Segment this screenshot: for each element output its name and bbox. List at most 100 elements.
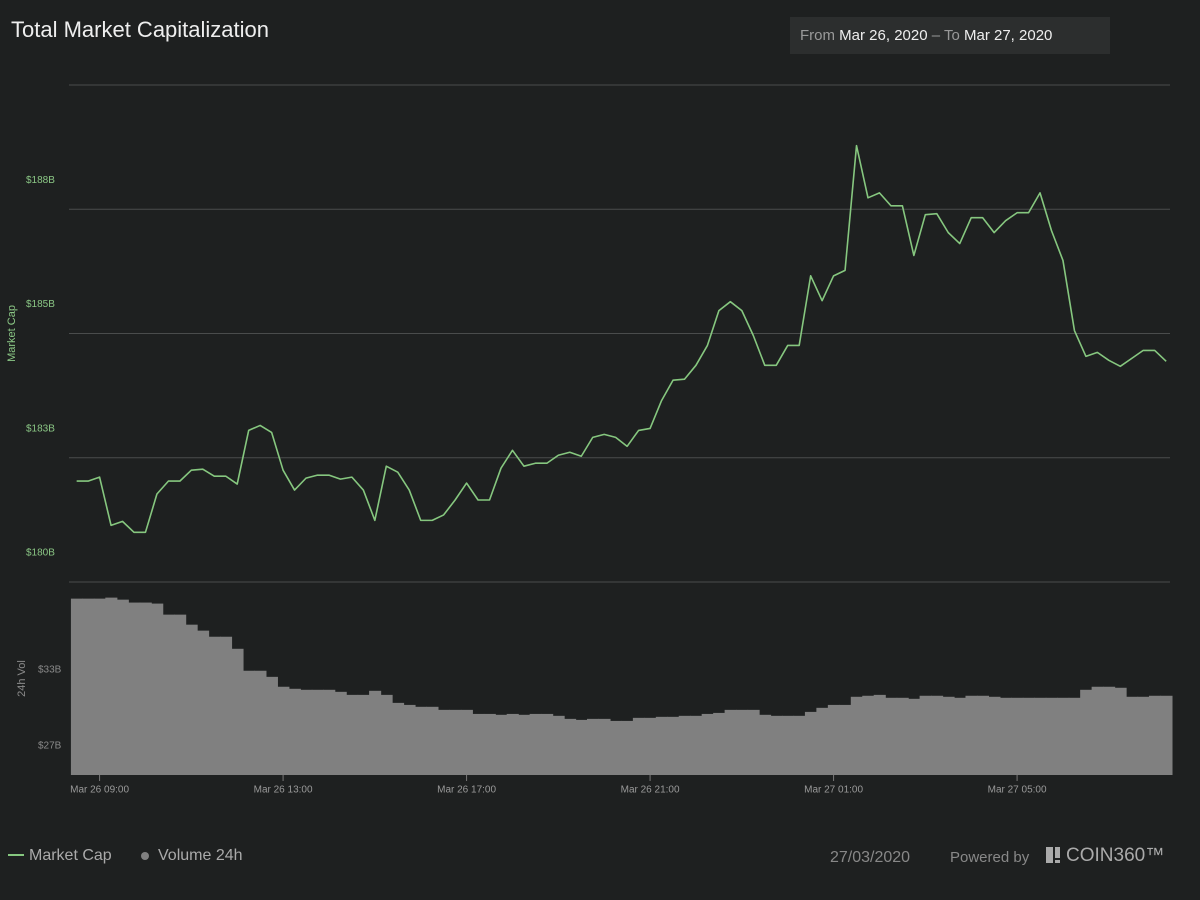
volume-bar	[621, 720, 634, 775]
volume-bar	[747, 709, 760, 775]
brand: COIN360™	[1066, 845, 1164, 866]
volume-bar	[472, 713, 485, 775]
volume-bar	[151, 603, 164, 775]
volume-bar	[460, 709, 473, 775]
volume-bar	[701, 713, 714, 775]
volume-bar	[437, 709, 450, 775]
volume-bar	[174, 614, 187, 775]
volume-bar	[999, 697, 1012, 775]
volume-bar	[736, 709, 749, 775]
volume-bar	[518, 714, 531, 775]
volume-bar	[323, 689, 336, 775]
volume-bar	[770, 715, 783, 775]
y-axis-title: 24h Vol	[16, 660, 28, 697]
from-label: From	[800, 27, 835, 44]
legend-dot-icon	[141, 852, 149, 860]
volume-bar	[632, 717, 645, 775]
volume-bar	[804, 711, 817, 775]
volume-bar	[816, 707, 829, 775]
volume-bar	[908, 698, 921, 775]
volume-bar	[690, 715, 703, 775]
volume-bar	[931, 695, 944, 775]
volume-bar	[885, 697, 898, 775]
volume-bar	[713, 712, 726, 775]
volume-bar	[495, 714, 508, 775]
volume-bar	[965, 695, 978, 775]
volume-bar	[334, 691, 347, 775]
legend-label[interactable]: Volume 24h	[158, 847, 243, 864]
volume-bar	[1068, 697, 1081, 775]
volume-bar	[1091, 686, 1104, 775]
volume-bar	[942, 696, 955, 775]
legend-label[interactable]: Market Cap	[29, 847, 112, 864]
date-range: From Mar 26, 2020 – To Mar 27, 2020	[800, 27, 1052, 44]
volume-bar	[896, 697, 909, 775]
volume-bar	[128, 602, 141, 775]
volume-bar	[850, 696, 863, 775]
volume-bar	[827, 704, 840, 775]
y-axis-title: Market Cap	[6, 305, 18, 362]
volume-bar	[976, 695, 990, 775]
volume-bar	[414, 706, 428, 775]
volume-bar	[667, 716, 680, 775]
volume-bar	[506, 713, 519, 775]
market-cap-line	[76, 144, 1167, 534]
volume-bar	[185, 624, 198, 775]
volume-bar	[369, 690, 382, 775]
volume-bar	[392, 702, 405, 775]
volume-bar	[70, 598, 83, 775]
volume-bar	[288, 688, 301, 775]
volume-bar	[265, 676, 278, 775]
from-date: Mar 26, 2020	[839, 27, 927, 44]
volume-bar	[426, 706, 439, 775]
volume-bar	[1148, 695, 1162, 775]
volume-bar	[793, 715, 806, 775]
volume-bar	[346, 694, 359, 775]
volume-bar	[93, 598, 106, 775]
volume-bar	[1034, 697, 1047, 775]
volume-bar	[105, 597, 118, 775]
volume-bar	[839, 704, 852, 775]
volume-bar	[242, 670, 256, 775]
volume-bar	[1114, 687, 1127, 775]
volume-bar	[208, 636, 221, 775]
powered-by: Powered by	[950, 849, 1030, 866]
volume-bar	[1011, 697, 1024, 775]
volume-bar	[1137, 696, 1150, 775]
volume-bar	[116, 599, 129, 775]
volume-bar	[759, 714, 772, 775]
volume-bar	[300, 689, 313, 775]
volume-bar	[220, 636, 233, 775]
y-tick-label: $185B	[26, 299, 55, 310]
chart-title: Total Market Capitalization	[11, 17, 269, 42]
logo-icon	[1046, 847, 1053, 863]
volume-bar	[678, 715, 691, 775]
separator: –	[932, 27, 941, 44]
volume-bar	[483, 713, 496, 775]
y-tick-label: $183B	[26, 423, 55, 434]
volume-bar	[655, 716, 668, 775]
x-tick-label: Mar 26 21:00	[621, 785, 680, 796]
footer-date: 27/03/2020	[830, 849, 910, 866]
volume-bar	[380, 694, 393, 775]
to-date: Mar 27, 2020	[964, 27, 1052, 44]
y-tick-label: $33B	[38, 664, 62, 675]
volume-bar	[598, 718, 611, 775]
y-tick-label: $180B	[26, 548, 55, 559]
volume-bar	[1080, 689, 1093, 775]
x-tick-label: Mar 27 05:00	[988, 785, 1047, 796]
volume-bar	[277, 686, 290, 775]
volume-bar	[162, 614, 175, 775]
volume-bar	[449, 709, 462, 775]
date-range-box[interactable]	[790, 17, 1110, 54]
to-label: To	[944, 27, 960, 44]
volume-bar	[552, 715, 565, 775]
volume-bar	[862, 695, 875, 775]
y-tick-label: $188B	[26, 175, 55, 186]
x-tick-label: Mar 26 09:00	[70, 785, 129, 796]
volume-bar	[781, 715, 795, 775]
volume-bar	[541, 713, 554, 775]
volume-bar	[1126, 696, 1139, 775]
volume-bar	[197, 630, 210, 775]
volume-bar	[954, 697, 967, 775]
